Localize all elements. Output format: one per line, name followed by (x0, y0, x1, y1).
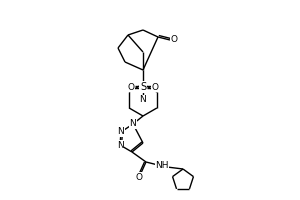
Text: N: N (117, 140, 123, 150)
Text: NH: NH (155, 162, 169, 170)
Text: N: N (140, 96, 146, 104)
Text: O: O (136, 172, 142, 182)
Text: N: N (130, 119, 136, 129)
Text: S: S (140, 82, 146, 92)
Text: O: O (152, 82, 158, 92)
Text: O: O (128, 82, 134, 92)
Text: N: N (118, 128, 124, 136)
Text: O: O (170, 34, 178, 44)
